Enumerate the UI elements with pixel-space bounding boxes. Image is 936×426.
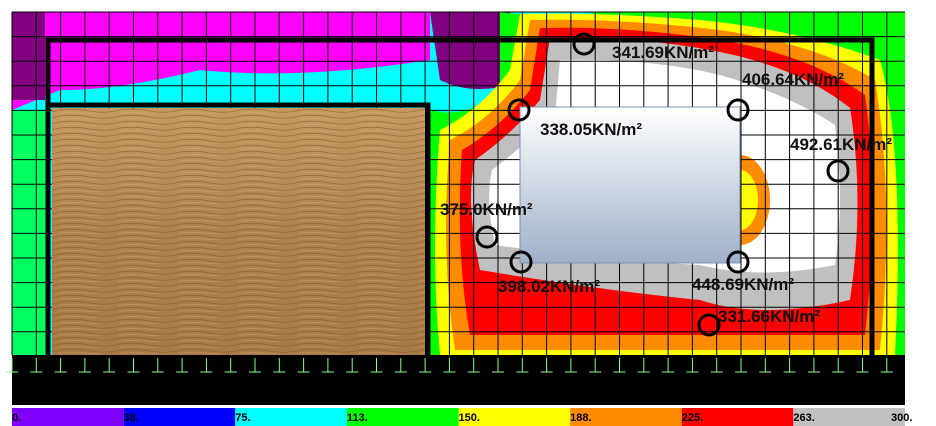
legend-label: 0. — [12, 412, 21, 424]
support — [370, 358, 383, 373]
support — [540, 358, 553, 373]
support — [273, 358, 286, 373]
annotations: 341.69KN/m² 406.64KN/m² 338.05KN/m² 492.61K… — [440, 43, 892, 326]
legend-swatch — [123, 408, 236, 426]
support — [589, 358, 602, 373]
legend-label: 188. — [570, 412, 591, 424]
support — [78, 358, 91, 373]
support — [394, 358, 407, 373]
support — [832, 358, 845, 373]
support — [564, 358, 577, 373]
support — [516, 358, 529, 373]
legend-label: 113. — [347, 412, 368, 424]
annotation-label: 398.02KN/m² — [498, 277, 600, 296]
legend-swatch — [458, 408, 571, 426]
legend-swatch — [681, 408, 794, 426]
annotation-label: 492.61KN/m² — [790, 135, 892, 154]
support — [613, 358, 626, 373]
legend-swatch — [570, 408, 682, 426]
support — [783, 358, 796, 373]
markers — [475, 32, 850, 337]
mesh-grid — [11, 11, 905, 355]
support — [735, 358, 747, 373]
support — [54, 358, 67, 373]
support — [6, 358, 18, 373]
support — [200, 358, 213, 373]
support — [176, 358, 189, 373]
support — [103, 358, 116, 373]
window-panel — [519, 106, 741, 264]
annotation-label: 331.66KN/m² — [718, 307, 820, 326]
supports — [6, 358, 893, 373]
annotation-label: 406.64KN/m² — [742, 70, 844, 89]
support — [686, 358, 699, 373]
legend-swatch — [346, 408, 459, 426]
support — [467, 358, 480, 373]
support — [856, 358, 869, 373]
legend-label: 263. — [793, 412, 814, 424]
annotation-label: 341.69KN/m² — [612, 43, 714, 62]
support — [249, 358, 261, 373]
support — [151, 358, 164, 373]
support — [443, 358, 456, 373]
legend-swatch — [793, 408, 905, 426]
support — [807, 358, 820, 373]
annotation-label: 338.05KN/m² — [540, 120, 642, 139]
wall-frame — [45, 37, 875, 355]
door-grain — [52, 108, 425, 355]
legend-label: 75. — [235, 412, 250, 424]
legend-label: 225. — [682, 412, 703, 424]
annotation-label: 448.69KN/m² — [692, 275, 794, 294]
legend-swatch — [235, 408, 347, 426]
legend-swatch — [12, 408, 124, 426]
legend-label: 38. — [124, 412, 139, 424]
support — [880, 358, 893, 373]
support — [637, 358, 650, 373]
legend-label: 150. — [459, 412, 480, 424]
support — [297, 358, 310, 373]
legend-label: 300. — [891, 412, 912, 424]
base-band — [12, 355, 905, 405]
legend: 0. 38. 75. 113. 150. 188. 225. 263. 300. — [12, 408, 912, 426]
support — [759, 358, 772, 373]
support — [321, 358, 334, 373]
support — [127, 358, 140, 373]
support — [346, 358, 359, 373]
support — [224, 358, 237, 373]
support — [492, 358, 504, 373]
support — [30, 358, 43, 373]
annotation-label: 375.0KN/m² — [440, 200, 533, 219]
support — [710, 358, 723, 373]
support — [419, 358, 432, 373]
support — [662, 358, 675, 373]
